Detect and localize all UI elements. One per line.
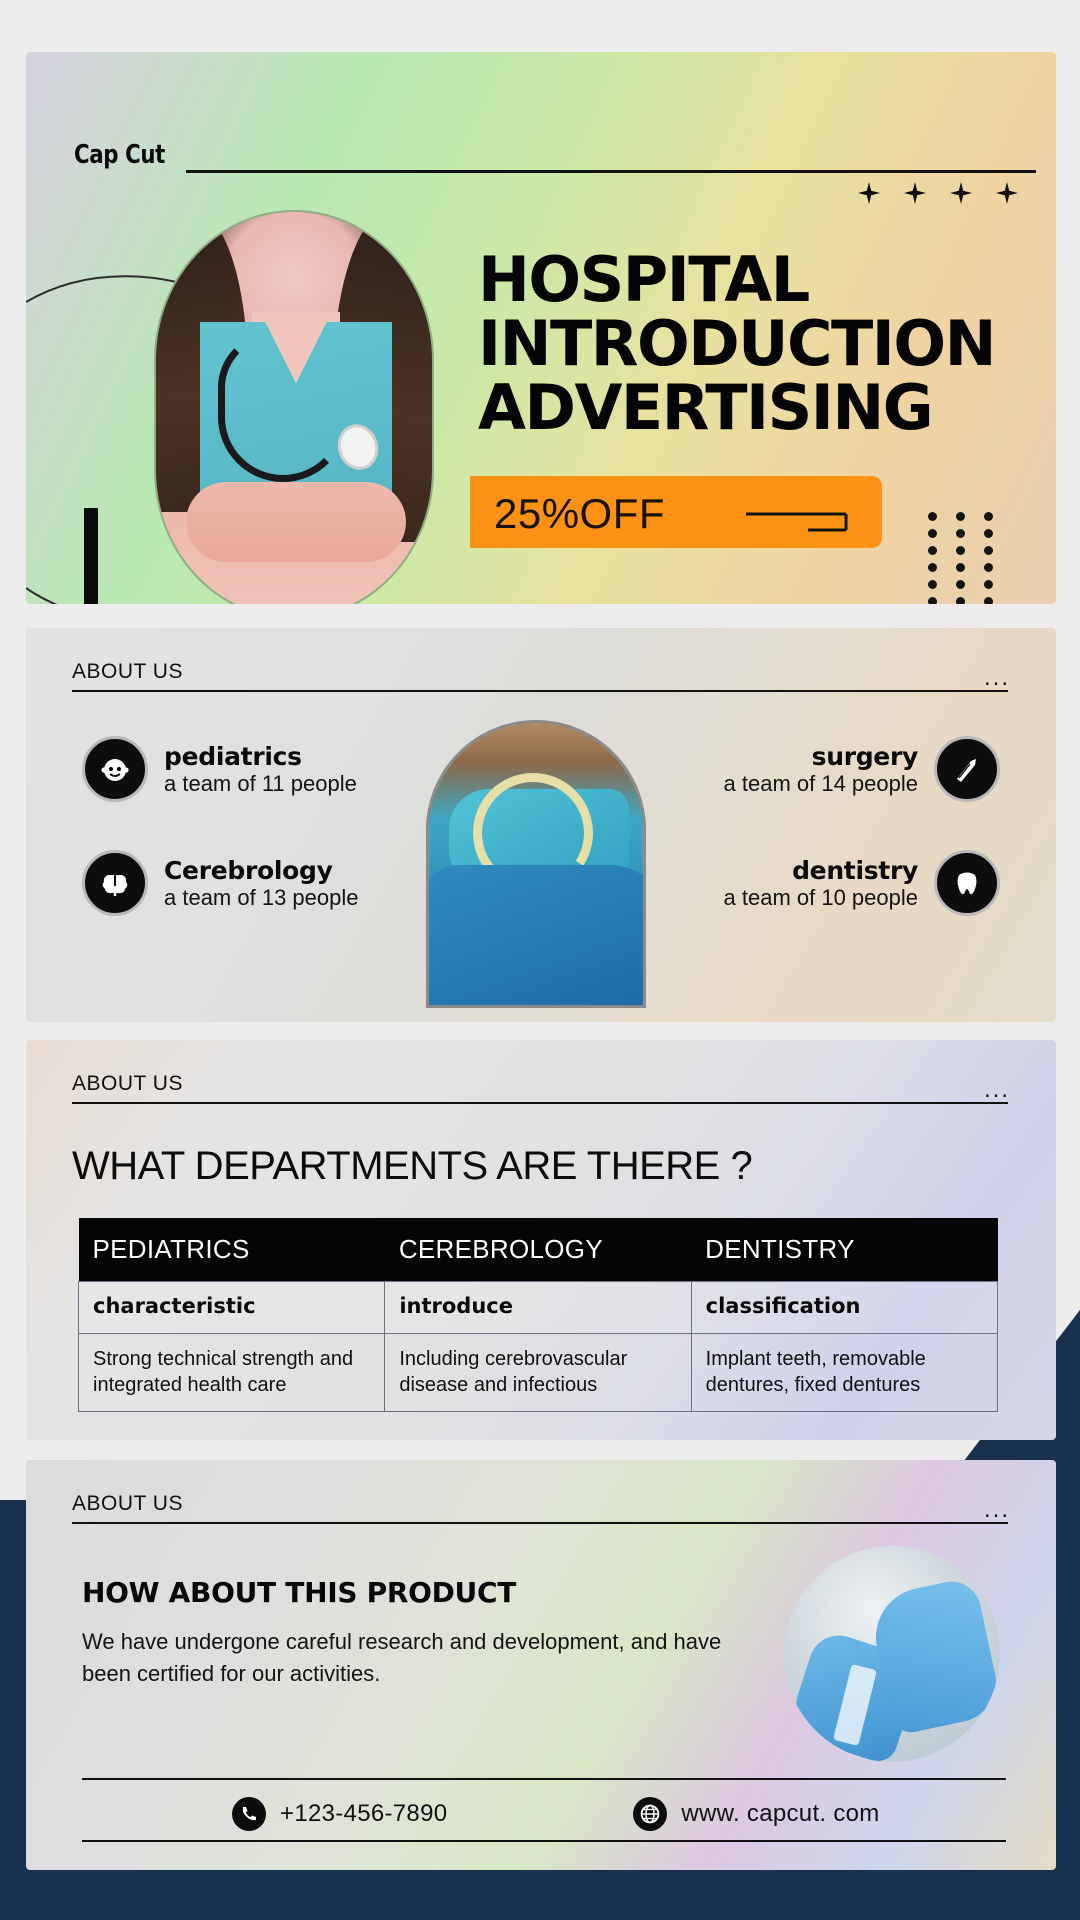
table-header-cell: PEDIATRICS [78, 1218, 385, 1282]
hero-photo [154, 210, 434, 604]
section-heading: WHAT DEPARTMENTS ARE THERE ? [72, 1144, 753, 1188]
phone-icon [232, 1797, 266, 1831]
tooth-icon [934, 850, 1000, 916]
table-cell: Strong technical strength and integrated… [77, 1333, 386, 1412]
section-divider [72, 1102, 1008, 1104]
department-pediatrics[interactable]: pediatrics a team of 11 people [82, 736, 357, 802]
website-url: www. capcut. com [681, 1800, 880, 1827]
section-eyebrow: ABOUT US [72, 1492, 183, 1515]
product-title: HOW ABOUT THIS PRODUCT [82, 1576, 517, 1609]
footer-divider-top [82, 1778, 1006, 1780]
more-options-icon[interactable]: ... [983, 1076, 1010, 1103]
diamond-icon [950, 182, 972, 204]
diamond-icon [904, 182, 926, 204]
department-team: a team of 13 people [164, 884, 359, 910]
departments-table-card: ABOUT US ... WHAT DEPARTMENTS ARE THERE … [26, 1040, 1056, 1440]
diamond-icon [996, 182, 1018, 204]
product-photo [784, 1546, 1000, 1762]
brand-logo: Cap Cut [74, 140, 165, 170]
department-team: a team of 14 people [723, 770, 918, 796]
table-header-row: PEDIATRICS CEREBROLOGY DENTISTRY [78, 1218, 998, 1282]
table-cell: Implant teeth, removable dentures, fixed… [690, 1333, 999, 1412]
table-subheader-cell: classification [690, 1281, 999, 1334]
diamond-decoration [858, 182, 1018, 204]
brain-icon [82, 850, 148, 916]
hero-divider [186, 170, 1036, 173]
table-cell: Including cerebrovascular disease and in… [384, 1333, 692, 1412]
department-team: a team of 10 people [723, 884, 918, 910]
department-cerebrology[interactable]: Cerebrology a team of 13 people [82, 850, 358, 916]
title-line-2: INTRODUCTION [478, 306, 996, 380]
section-eyebrow: ABOUT US [72, 1072, 183, 1095]
table-subheader-cell: characteristic [77, 1281, 386, 1334]
footer-website[interactable]: www. capcut. com [633, 1797, 879, 1831]
department-name: dentistry [792, 855, 918, 885]
departments-table: PEDIATRICS CEREBROLOGY DENTISTRY charact… [77, 1218, 999, 1412]
diamond-icon [858, 182, 880, 204]
page-title: HOSPITAL INTRODUCTION ADVERTISING [478, 248, 1018, 440]
promo-banner[interactable]: 25%OFF [470, 476, 882, 548]
more-options-icon[interactable]: ... [983, 664, 1010, 691]
footer-contacts: +123-456-7890 www. capcut. com [82, 1790, 1006, 1838]
footer-divider-bottom [82, 1840, 1006, 1842]
product-card: ABOUT US ... HOW ABOUT THIS PRODUCT We h… [26, 1460, 1056, 1870]
department-team: a team of 11 people [164, 770, 357, 796]
product-description: We have undergone careful research and d… [82, 1629, 722, 1686]
department-name: Cerebrology [164, 855, 333, 885]
section-eyebrow: ABOUT US [72, 660, 183, 683]
phone-number: +123-456-7890 [280, 1800, 448, 1827]
scalpel-icon [934, 736, 1000, 802]
table-row: Strong technical strength and integrated… [77, 1333, 999, 1412]
section-divider [72, 1522, 1008, 1524]
department-surgery[interactable]: surgery a team of 14 people [724, 736, 1000, 802]
table-header-cell: DENTISTRY [691, 1218, 998, 1282]
more-options-icon[interactable]: ... [983, 1496, 1010, 1523]
promo-label: 25%OFF [494, 490, 666, 537]
accent-bar [84, 508, 98, 604]
footer-phone[interactable]: +123-456-7890 [232, 1797, 447, 1831]
baby-face-icon [82, 736, 148, 802]
department-name: pediatrics [164, 741, 302, 771]
table-subheader-row: characteristic introduce classification [77, 1281, 999, 1334]
table-subheader-cell: introduce [384, 1281, 692, 1334]
department-dentistry[interactable]: dentistry a team of 10 people [724, 850, 1000, 916]
surgery-photo [426, 720, 646, 1008]
hero-card: Cap Cut HOSPITAL INTRODUCTION ADVERTISIN… [26, 52, 1056, 604]
arrow-icon [746, 512, 848, 532]
globe-icon [633, 1797, 668, 1831]
title-line-3: ADVERTISING [478, 370, 934, 444]
department-name: surgery [811, 741, 919, 771]
table-header-cell: CEREBROLOGY [384, 1218, 692, 1282]
section-divider [72, 690, 1008, 692]
title-line-1: HOSPITAL [478, 243, 810, 316]
dot-grid-decoration [928, 512, 998, 604]
about-departments-card: ABOUT US ... pediatrics a team of 11 peo… [26, 628, 1056, 1022]
